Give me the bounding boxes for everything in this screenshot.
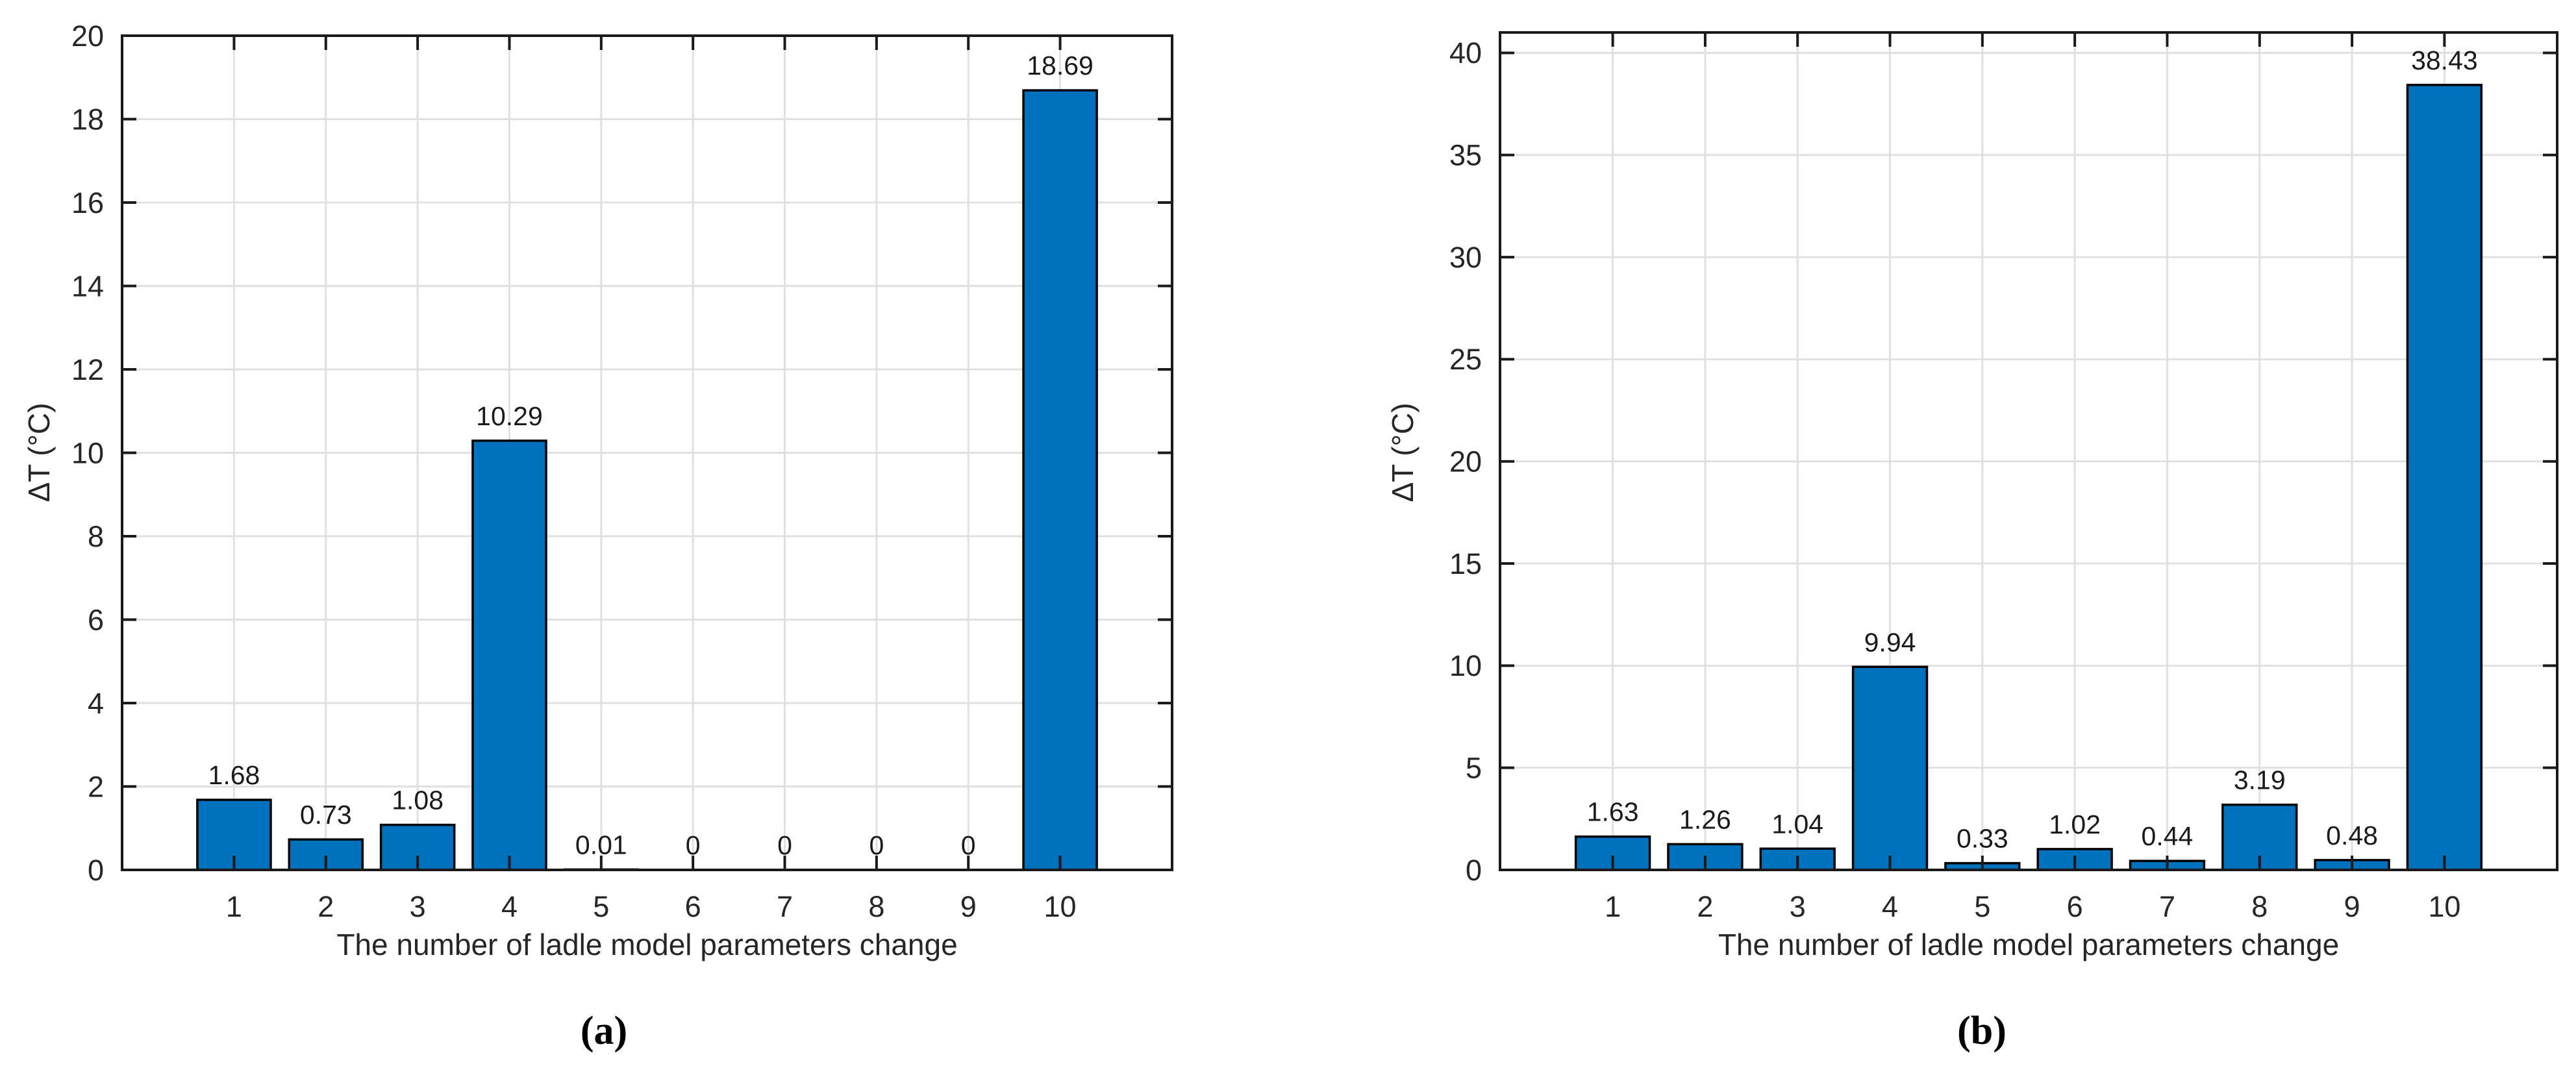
y-tick-label: 30 bbox=[1449, 241, 1482, 274]
x-tick-label: 9 bbox=[960, 890, 977, 923]
panel-caption-a: (a) bbox=[580, 1009, 628, 1053]
y-tick-label: 5 bbox=[1466, 751, 1482, 784]
y-tick-label: 0 bbox=[88, 854, 104, 887]
y-tick-label: 12 bbox=[71, 353, 104, 386]
y-axis-label-b: ΔT (°C) bbox=[1386, 402, 1419, 502]
bar-value-label: 0.48 bbox=[2326, 821, 2378, 850]
y-tick-label: 40 bbox=[1449, 36, 1482, 69]
y-tick-label: 6 bbox=[88, 603, 104, 636]
x-tick-label: 4 bbox=[501, 890, 518, 923]
bar-value-label: 0.44 bbox=[2142, 821, 2194, 851]
bar-value-label: 0 bbox=[777, 830, 792, 860]
y-tick-label: 2 bbox=[88, 770, 104, 803]
bar-4 bbox=[471, 439, 547, 871]
x-tick-label: 2 bbox=[1697, 890, 1713, 923]
bar-value-label: 9.94 bbox=[1864, 627, 1916, 657]
panel-caption-b: (b) bbox=[1957, 1009, 2007, 1053]
x-axis-label-b: The number of ladle model parameters cha… bbox=[1718, 928, 2340, 961]
x-tick-label: 3 bbox=[1790, 890, 1806, 923]
bar-value-label: 0.01 bbox=[575, 830, 627, 860]
bar-value-label: 18.69 bbox=[1027, 51, 1094, 80]
x-tick-label: 10 bbox=[2428, 890, 2460, 923]
bar-value-label: 1.04 bbox=[1771, 809, 1823, 839]
bar-value-label: 1.63 bbox=[1587, 797, 1639, 827]
bar-value-label: 0 bbox=[961, 830, 976, 860]
x-tick-label: 7 bbox=[2159, 890, 2175, 923]
y-tick-label: 15 bbox=[1449, 547, 1482, 580]
bar-value-label: 1.26 bbox=[1679, 804, 1731, 834]
y-tick-label: 35 bbox=[1449, 139, 1482, 172]
axis-box bbox=[1499, 31, 2558, 871]
x-tick-label: 6 bbox=[685, 890, 701, 923]
x-tick-label: 8 bbox=[868, 890, 884, 923]
bar-value-label: 10.29 bbox=[476, 401, 543, 431]
x-tick-label: 5 bbox=[593, 890, 609, 923]
bar-value-label: 1.08 bbox=[392, 786, 444, 815]
x-tick-label: 9 bbox=[2344, 890, 2360, 923]
y-tick-label: 18 bbox=[71, 103, 104, 136]
y-tick-label: 14 bbox=[71, 269, 104, 303]
x-axis-label-a: The number of ladle model parameters cha… bbox=[336, 928, 958, 961]
y-tick-label: 10 bbox=[1449, 649, 1482, 682]
x-tick-label: 4 bbox=[1882, 890, 1898, 923]
y-tick-label: 16 bbox=[71, 186, 104, 219]
y-tick-label: 0 bbox=[1466, 854, 1482, 887]
bar-value-label: 38.43 bbox=[2411, 45, 2478, 75]
y-tick-label: 4 bbox=[88, 687, 104, 720]
bar-10 bbox=[1022, 89, 1098, 871]
bar-4 bbox=[1851, 665, 1929, 871]
x-tick-label: 3 bbox=[410, 890, 426, 923]
bar-value-label: 0 bbox=[869, 830, 884, 860]
x-tick-label: 6 bbox=[2067, 890, 2083, 923]
y-tick-label: 10 bbox=[71, 436, 104, 469]
y-tick-label: 20 bbox=[71, 19, 104, 53]
bar-value-label: 0.73 bbox=[300, 800, 352, 830]
x-tick-label: 1 bbox=[226, 890, 242, 923]
bar-10 bbox=[2406, 84, 2483, 871]
bar-value-label: 0.33 bbox=[1957, 824, 2008, 854]
bar-value-label: 1.68 bbox=[208, 760, 260, 790]
bar-value-label: 1.02 bbox=[2049, 810, 2101, 839]
x-tick-label: 5 bbox=[1974, 890, 1990, 923]
x-tick-label: 7 bbox=[777, 890, 793, 923]
bar-value-label: 3.19 bbox=[2234, 765, 2286, 795]
x-tick-label: 10 bbox=[1044, 890, 1077, 923]
bar-value-label: 0 bbox=[686, 830, 701, 860]
y-axis-label-a: ΔT (°C) bbox=[22, 402, 56, 502]
y-tick-label: 25 bbox=[1449, 343, 1482, 376]
y-tick-label: 20 bbox=[1449, 445, 1482, 478]
x-tick-label: 1 bbox=[1605, 890, 1621, 923]
chart-panel-b: 0 5 10 15 20 25 30 35 40 1 2 3 4 5 6 7 8 9 10 1.63 1.26 1.04 9… bbox=[1449, 31, 2558, 923]
x-tick-label: 8 bbox=[2251, 890, 2268, 923]
y-tick-label: 8 bbox=[88, 520, 104, 553]
x-tick-label: 2 bbox=[318, 890, 334, 923]
